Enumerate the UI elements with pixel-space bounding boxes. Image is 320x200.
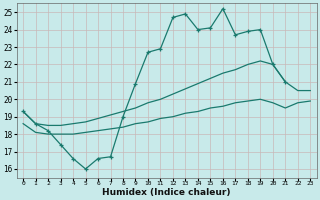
X-axis label: Humidex (Indice chaleur): Humidex (Indice chaleur) xyxy=(102,188,231,197)
